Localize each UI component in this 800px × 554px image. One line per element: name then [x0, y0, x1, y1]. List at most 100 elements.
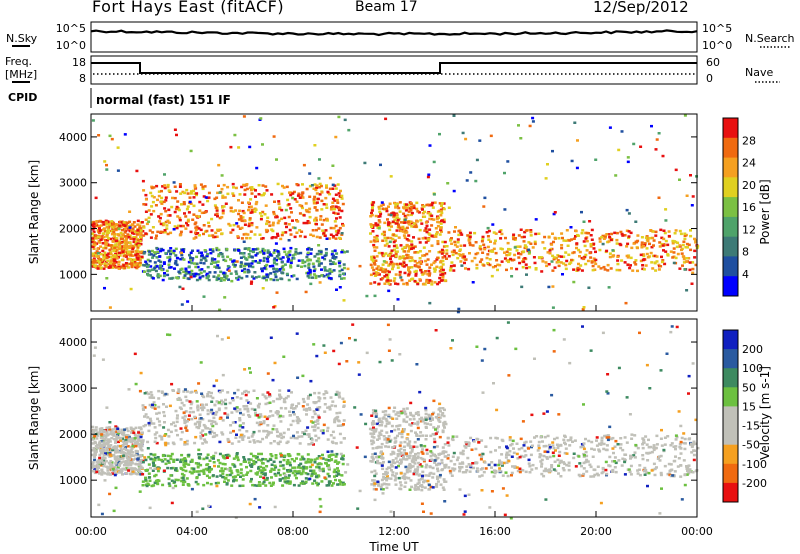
heatmap-cell: [403, 231, 407, 234]
heatmap-cell: [217, 163, 221, 167]
heatmap-cell: [229, 258, 233, 261]
heatmap-cell: [269, 442, 273, 445]
heatmap-cell: [525, 266, 529, 270]
heatmap-cell: [465, 179, 469, 182]
heatmap-cell: [432, 445, 436, 449]
heatmap-cell: [93, 435, 97, 438]
heatmap-cell: [194, 422, 198, 425]
heatmap-cell: [91, 245, 95, 249]
heatmap-cell: [556, 259, 560, 262]
heatmap-cell: [251, 265, 255, 269]
heatmap-cell: [313, 255, 317, 258]
heatmap-cell: [239, 411, 242, 415]
heatmap-cell: [395, 202, 399, 206]
heatmap-cell: [608, 255, 612, 259]
heatmap-cell: [413, 470, 417, 473]
heatmap-cell: [202, 262, 206, 265]
heatmap-cell: [317, 264, 321, 267]
heatmap-cell: [225, 473, 229, 477]
heatmap-cell: [370, 483, 374, 486]
heatmap-cell: [404, 216, 408, 220]
heatmap-cell: [376, 461, 380, 465]
heatmap-cell: [163, 421, 166, 424]
heatmap-cell: [430, 224, 434, 227]
heatmap-cell: [179, 438, 183, 441]
heatmap-cell: [92, 230, 96, 234]
heatmap-cell: [687, 257, 691, 260]
heatmap-cell: [643, 242, 647, 245]
heatmap-cell: [322, 232, 326, 235]
heatmap-cell: [311, 276, 314, 279]
heatmap-cell: [182, 202, 186, 206]
heatmap-cell: [627, 235, 631, 238]
heatmap-cell: [98, 227, 101, 230]
heatmap-cell: [162, 274, 166, 278]
heatmap-cell: [232, 479, 235, 483]
heatmap-cell: [306, 403, 310, 406]
heatmap-cell: [300, 194, 304, 197]
heatmap-cell: [329, 208, 333, 211]
heatmap-cell: [162, 261, 166, 264]
heatmap-cell: [215, 212, 219, 216]
heatmap-cell: [316, 197, 320, 201]
heatmap-cell: [222, 183, 226, 187]
heatmap-cell: [116, 432, 120, 435]
heatmap-cell: [506, 241, 510, 245]
heatmap-cell: [125, 472, 129, 475]
heatmap-cell: [178, 183, 182, 186]
heatmap-cell: [388, 240, 392, 244]
heatmap-cell: [372, 239, 376, 242]
heatmap-cell: [642, 245, 645, 248]
heatmap-cell: [433, 281, 437, 284]
heatmap-cell: [439, 227, 443, 230]
heatmap-cell: [220, 187, 224, 191]
heatmap-cell: [220, 277, 224, 280]
heatmap-cell: [420, 465, 424, 468]
heatmap-cell: [103, 286, 106, 290]
heatmap-cell: [402, 261, 406, 264]
heatmap-cell: [191, 257, 195, 260]
heatmap-cell: [144, 218, 148, 221]
heatmap-cell: [678, 244, 682, 247]
heatmap-cell: [408, 248, 412, 251]
heatmap-cell: [301, 465, 305, 469]
heatmap-cell: [315, 201, 319, 204]
heatmap-cell: [182, 258, 186, 261]
heatmap-cell: [585, 239, 589, 243]
heatmap-cell: [409, 451, 413, 454]
heatmap-cell: [126, 429, 130, 433]
heatmap-cell: [424, 259, 428, 263]
heatmap-cell: [237, 146, 241, 149]
heatmap-cell: [403, 257, 407, 260]
heatmap-cell: [306, 472, 310, 476]
heatmap-cell: [273, 200, 276, 203]
heatmap-cell: [407, 223, 411, 226]
heatmap-cell: [269, 458, 273, 461]
heatmap-cell: [121, 247, 125, 250]
heatmap-cell: [468, 243, 472, 247]
heatmap-cell: [175, 256, 179, 260]
heatmap-cell: [183, 415, 187, 418]
heatmap-cell: [177, 390, 181, 393]
heatmap-cell: [405, 458, 409, 461]
heatmap-cell: [660, 242, 664, 246]
heatmap-cell: [591, 264, 595, 268]
heatmap-cell: [144, 193, 148, 197]
heatmap-cell: [216, 260, 220, 263]
heatmap-cell: [409, 446, 413, 450]
heatmap-cell: [661, 244, 665, 247]
heatmap-cell: [594, 258, 598, 262]
heatmap-cell: [611, 249, 615, 252]
heatmap-cell: [224, 467, 227, 471]
heatmap-cell: [298, 196, 302, 199]
heatmap-cell: [288, 410, 291, 413]
heatmap-cell: [98, 261, 102, 264]
heatmap-cell: [106, 259, 110, 263]
heatmap-cell: [274, 411, 278, 414]
heatmap-cell: [247, 253, 251, 256]
heatmap-cell: [185, 221, 188, 225]
heatmap-cell: [442, 452, 445, 455]
heatmap-cell: [340, 209, 344, 213]
heatmap-cell: [144, 478, 148, 481]
heatmap-cell: [580, 231, 584, 235]
